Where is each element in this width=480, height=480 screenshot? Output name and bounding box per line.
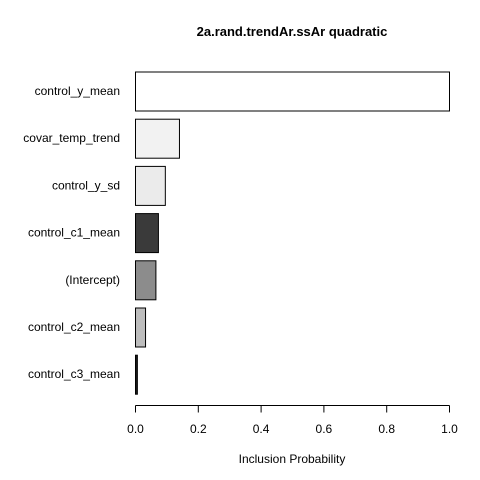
bar-covar-temp-trend <box>135 118 180 159</box>
category-label: (Intercept) <box>65 273 120 287</box>
x-tick-label: 0.6 <box>316 422 333 436</box>
x-tick-label: 1.0 <box>441 422 458 436</box>
x-axis-label: Inclusion Probability <box>239 452 346 466</box>
category-label: control_c2_mean <box>28 320 120 334</box>
x-tick-label: 0.8 <box>378 422 395 436</box>
x-axis: 0.0 0.2 0.4 0.6 0.8 1.0 <box>127 405 458 436</box>
bars-group <box>135 71 450 395</box>
category-label: control_c1_mean <box>28 226 120 240</box>
x-tick-label: 0.2 <box>190 422 207 436</box>
category-label: covar_temp_trend <box>23 131 120 145</box>
x-tick-label: 0.0 <box>127 422 144 436</box>
category-label: control_c3_mean <box>28 367 120 381</box>
bar-control-y-sd <box>135 165 166 206</box>
category-label: control_y_mean <box>35 84 120 98</box>
bar-control-y-mean <box>135 71 450 112</box>
category-labels-group: control_y_mean covar_temp_trend control_y_… <box>23 84 120 381</box>
bar-control-c3-mean <box>135 354 138 395</box>
bar-control-c1-mean <box>135 213 159 254</box>
chart-title: 2a.rand.trendAr.ssAr quadratic <box>197 24 388 39</box>
x-tick-label: 0.4 <box>253 422 270 436</box>
bar-intercept <box>135 260 157 301</box>
category-label: control_y_sd <box>52 178 120 192</box>
bar-control-c2-mean <box>135 307 147 348</box>
